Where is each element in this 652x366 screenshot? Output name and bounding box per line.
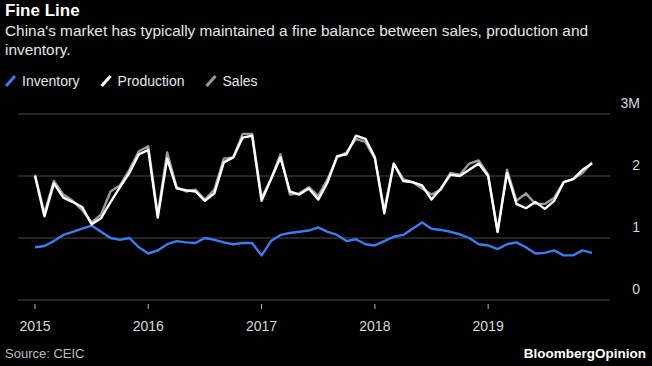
- series-line: [35, 134, 592, 232]
- grid-line: [18, 300, 610, 301]
- x-tick: [261, 304, 262, 309]
- x-tick-label: 2016: [133, 318, 164, 334]
- y-tick-label: 1: [632, 219, 640, 235]
- subtitle: China's market has typically maintained …: [5, 21, 645, 59]
- legend-swatch: [102, 76, 111, 86]
- y-tick-label: 3M: [621, 95, 640, 111]
- chart: 0 1 2 3M 2015 2016 2017 2018 2019 Inventory Produc…: [0, 0, 652, 366]
- series-line: [35, 136, 592, 232]
- legend-swatch: [6, 76, 15, 86]
- x-tick-label: 2017: [246, 318, 277, 334]
- grid-line: [18, 176, 610, 177]
- x-tick: [148, 304, 149, 309]
- x-tick: [35, 304, 36, 309]
- title: Fine Line: [5, 1, 80, 21]
- x-tick: [374, 304, 375, 309]
- legend-label: Sales: [223, 73, 258, 89]
- grid-line: [18, 238, 610, 239]
- x-tick: [488, 304, 489, 309]
- x-tick-label: 2019: [473, 318, 504, 334]
- branding: BloombergOpinion: [524, 346, 646, 361]
- x-tick-label: 2015: [19, 318, 50, 334]
- legend-label: Production: [118, 73, 185, 89]
- series-line: [35, 223, 592, 256]
- grid-line: [18, 114, 610, 115]
- y-tick-label: 0: [632, 281, 640, 297]
- legend-label: Inventory: [22, 73, 80, 89]
- plot-area: [35, 134, 592, 256]
- x-tick-label: 2018: [359, 318, 390, 334]
- source: Source: CEIC: [5, 346, 84, 361]
- legend-swatch: [207, 76, 216, 86]
- y-tick-label: 2: [632, 157, 640, 173]
